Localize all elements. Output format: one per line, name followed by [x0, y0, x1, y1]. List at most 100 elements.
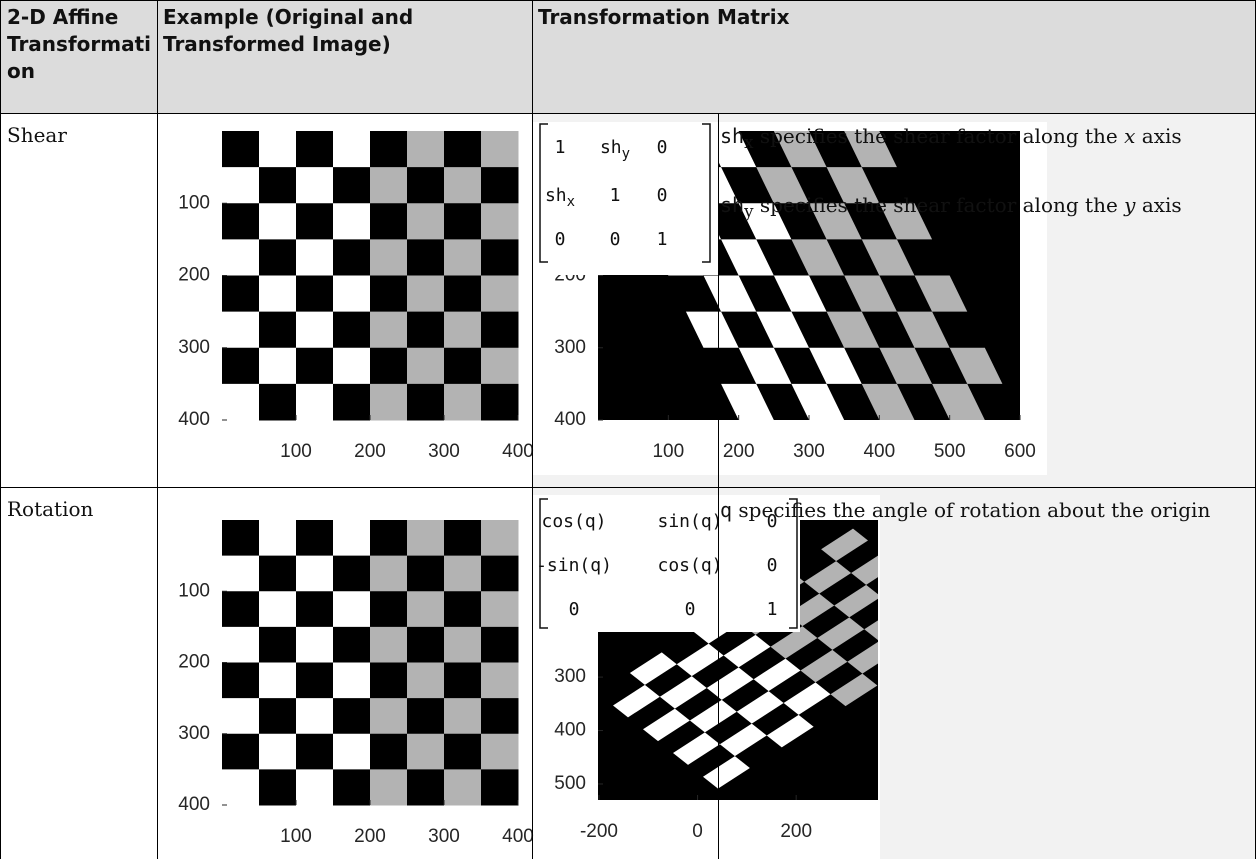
- checker-square: [804, 561, 852, 594]
- checker-square: [259, 311, 297, 349]
- checker-square: [222, 275, 260, 313]
- checker-square: [259, 347, 297, 385]
- checker-square: [407, 311, 445, 349]
- y-tick-label: 400: [554, 720, 586, 741]
- checker-square: [222, 555, 260, 592]
- checker-square: [222, 520, 260, 557]
- checker-square: [756, 167, 809, 204]
- checker-square: [370, 167, 408, 204]
- note: shy specifies the shear factor along the…: [720, 191, 1245, 226]
- checker-square: [333, 698, 371, 735]
- checker-square: [333, 203, 371, 240]
- checker-square: [689, 699, 737, 733]
- y-tick-label: 200: [178, 265, 210, 286]
- checker-square: [703, 275, 757, 312]
- checker-square: [766, 714, 814, 748]
- note: shx specifies the shear factor along the…: [720, 122, 1245, 157]
- subscript: x: [744, 133, 754, 152]
- y-tick-label: 300: [554, 337, 586, 358]
- symbol: q: [720, 498, 733, 522]
- checker-square: [370, 311, 408, 349]
- checker-square: [222, 311, 260, 349]
- symbol: sh: [720, 193, 745, 217]
- image-plot: 100 200 300 400 100 200 300 400: [178, 520, 534, 847]
- checker-square: [481, 347, 519, 385]
- checker-square: [817, 617, 865, 650]
- matrix-entry: 0: [569, 599, 580, 620]
- checker-square: [259, 383, 297, 421]
- header-cell: Example (Original and Transformed Image): [163, 5, 414, 56]
- checker-square: [444, 131, 482, 168]
- checker-square: [864, 620, 878, 641]
- checker-square: [296, 769, 334, 806]
- checker-square: [259, 626, 297, 663]
- checker-square: [370, 275, 408, 313]
- notes: q specifies the angle of rotation about …: [720, 496, 1245, 558]
- matrix-symbol: 0: [569, 599, 580, 620]
- matrix-symbol: cos(q): [541, 511, 606, 532]
- checker-square: [861, 239, 915, 276]
- row-name: Shear: [7, 123, 67, 147]
- checker-square: [222, 733, 260, 770]
- checker-square: [259, 733, 297, 770]
- checker-square: [407, 203, 445, 240]
- checker-square: [481, 626, 519, 663]
- checker-square: [370, 131, 408, 168]
- checker-square: [444, 698, 482, 735]
- checker-square: [370, 383, 408, 421]
- checker-square: [407, 769, 445, 806]
- checker-square: [333, 555, 371, 592]
- checker-square: [259, 698, 297, 735]
- checker-square: [738, 203, 792, 240]
- row-name: Rotation: [7, 497, 94, 521]
- matrix-entry: 0: [685, 599, 696, 620]
- checker-square: [738, 347, 792, 384]
- checker-square: [444, 591, 482, 628]
- checker-square: [259, 555, 297, 592]
- checker-square: [333, 626, 371, 663]
- matrix-entry: 0: [610, 229, 621, 250]
- checker-square: [333, 769, 371, 806]
- checker-square: [643, 708, 690, 742]
- matrix-brackets: [539, 498, 798, 629]
- y-tick-label: 100: [178, 192, 210, 213]
- checker-square: [407, 555, 445, 592]
- matrix-entry: 0: [657, 185, 668, 206]
- checker-square: [753, 658, 801, 692]
- checker-square: [407, 239, 445, 276]
- checker-square: [296, 555, 334, 592]
- checker-square: [370, 769, 408, 806]
- checker-square: [296, 383, 334, 421]
- checker-square: [444, 733, 482, 770]
- matrix-symbol: 0: [657, 137, 668, 158]
- checker-square: [222, 662, 260, 699]
- checker-square: [296, 347, 334, 385]
- checker-square: [444, 662, 482, 699]
- checker-square: [830, 673, 878, 707]
- checker-square: [949, 347, 1003, 384]
- matrix-entry: cos(q): [541, 511, 606, 532]
- note-text: axis: [1141, 124, 1182, 148]
- checker-square: [407, 591, 445, 628]
- checker-square: [844, 131, 897, 168]
- checker-square: [736, 691, 784, 724]
- x-tick-label: 0: [692, 821, 703, 842]
- checker-square: [222, 769, 260, 806]
- checker-square: [481, 383, 519, 421]
- x-tick-label: 300: [793, 441, 825, 462]
- checker-square: [370, 591, 408, 628]
- matrix-symbol: 0: [767, 555, 778, 576]
- checker-square: [407, 383, 445, 421]
- matrix-entry: 1: [610, 185, 621, 206]
- checker-square: [222, 239, 260, 276]
- checker-square: [407, 131, 445, 168]
- checker-square: [659, 676, 707, 709]
- matrix-entry: 1: [555, 137, 566, 158]
- checker-square: [481, 239, 519, 276]
- matrix-symbol: cos(q): [657, 555, 722, 576]
- checker-square: [444, 769, 482, 806]
- y-tick-label: 300: [178, 723, 210, 744]
- header-cell: Transformation Matrix: [538, 5, 790, 29]
